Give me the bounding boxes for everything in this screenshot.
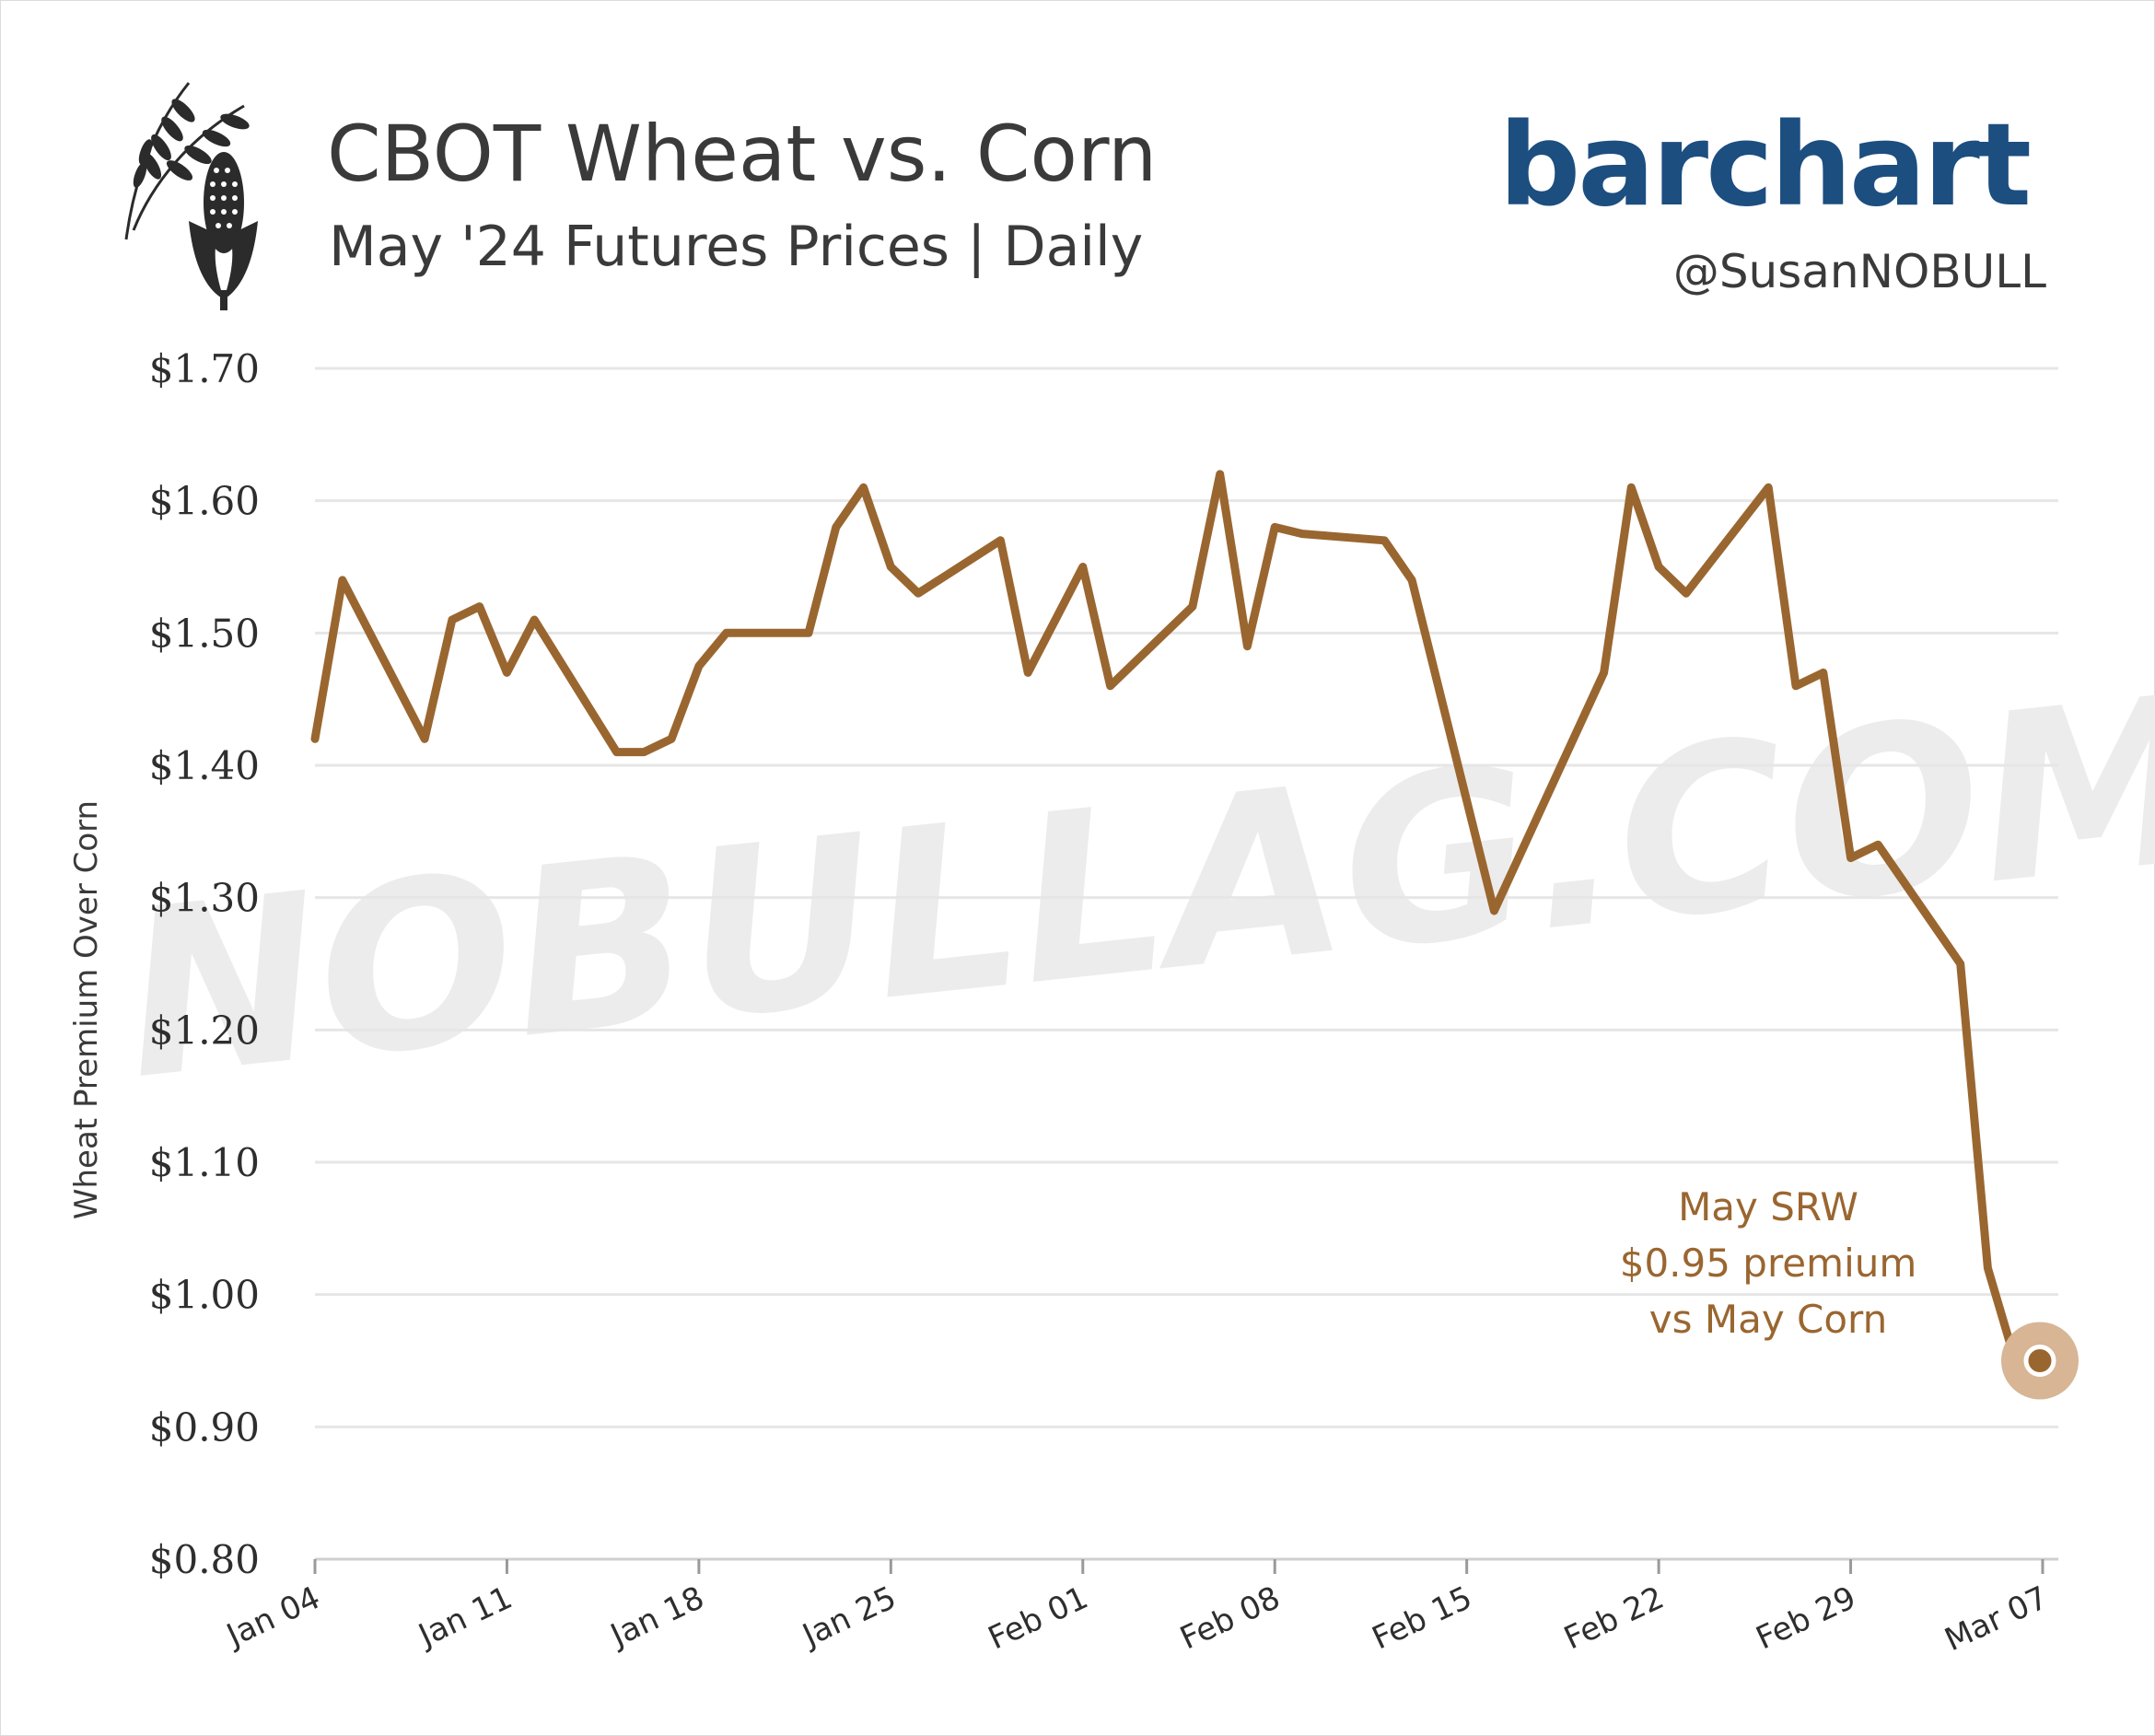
- y-tick-label: $0.80: [149, 1537, 260, 1582]
- y-tick-label: $1.50: [149, 611, 260, 656]
- y-tick-label: $1.70: [149, 346, 260, 391]
- chart-title: CBOT Wheat vs. Corn: [327, 109, 1158, 199]
- author-handle: @SusanNOBULL: [1672, 245, 2046, 298]
- barchart-logo: barchart: [1498, 99, 2032, 232]
- x-axis: Jan 04 Jan 11 Jan 18 Jan 25 Feb 01 Feb 08 Feb …: [220, 1557, 2058, 1659]
- x-tick-label: Feb 22: [1558, 1579, 1669, 1658]
- annotation-label: vs May Corn: [1649, 1297, 1887, 1342]
- wheat-icon: [124, 82, 250, 240]
- y-tick-label: $1.00: [149, 1273, 260, 1318]
- y-tick-label: $1.20: [149, 1008, 260, 1053]
- watermark: NOBULLAG.COM: [113, 645, 2155, 1130]
- corn-icon: [189, 152, 258, 310]
- x-tick-label: Feb 29: [1751, 1579, 1861, 1658]
- x-tick-label: Feb 15: [1367, 1579, 1477, 1658]
- annotation-label: $0.95 premium: [1620, 1241, 1917, 1286]
- series-layer: [310, 470, 2047, 1365]
- x-tick-label: Jan 25: [796, 1579, 902, 1655]
- x-tick-label: Jan 11: [412, 1579, 518, 1655]
- chart-subtitle: May '24 Futures Prices | Daily: [329, 215, 1144, 279]
- y-axis: $0.80 $0.90 $1.00 $1.10 $1.20 $1.30 $1.40 $1.50…: [149, 346, 260, 1582]
- y-axis-title: Wheat Premium Over Corn: [68, 800, 105, 1219]
- y-tick-label: $0.90: [149, 1404, 260, 1450]
- y-tick-label: $1.30: [149, 876, 260, 921]
- y-tick-label: $1.40: [149, 743, 260, 788]
- x-tick-label: Feb 01: [983, 1579, 1093, 1658]
- x-tick-label: Mar 07: [1940, 1579, 2054, 1659]
- series-line: [310, 470, 2047, 1365]
- annotation-label: May SRW: [1678, 1184, 1858, 1229]
- x-tick-label: Jan 18: [603, 1579, 709, 1655]
- x-tick-label: Feb 08: [1175, 1579, 1286, 1658]
- endpoint-marker: [2023, 1345, 2056, 1377]
- annotation: May SRW $0.95 premium vs May Corn: [1620, 1184, 2079, 1400]
- y-tick-label: $1.10: [149, 1140, 260, 1185]
- x-tick-label: Jan 04: [220, 1579, 326, 1655]
- y-tick-label: $1.60: [149, 479, 260, 524]
- wheat-corn-logo: [124, 82, 258, 310]
